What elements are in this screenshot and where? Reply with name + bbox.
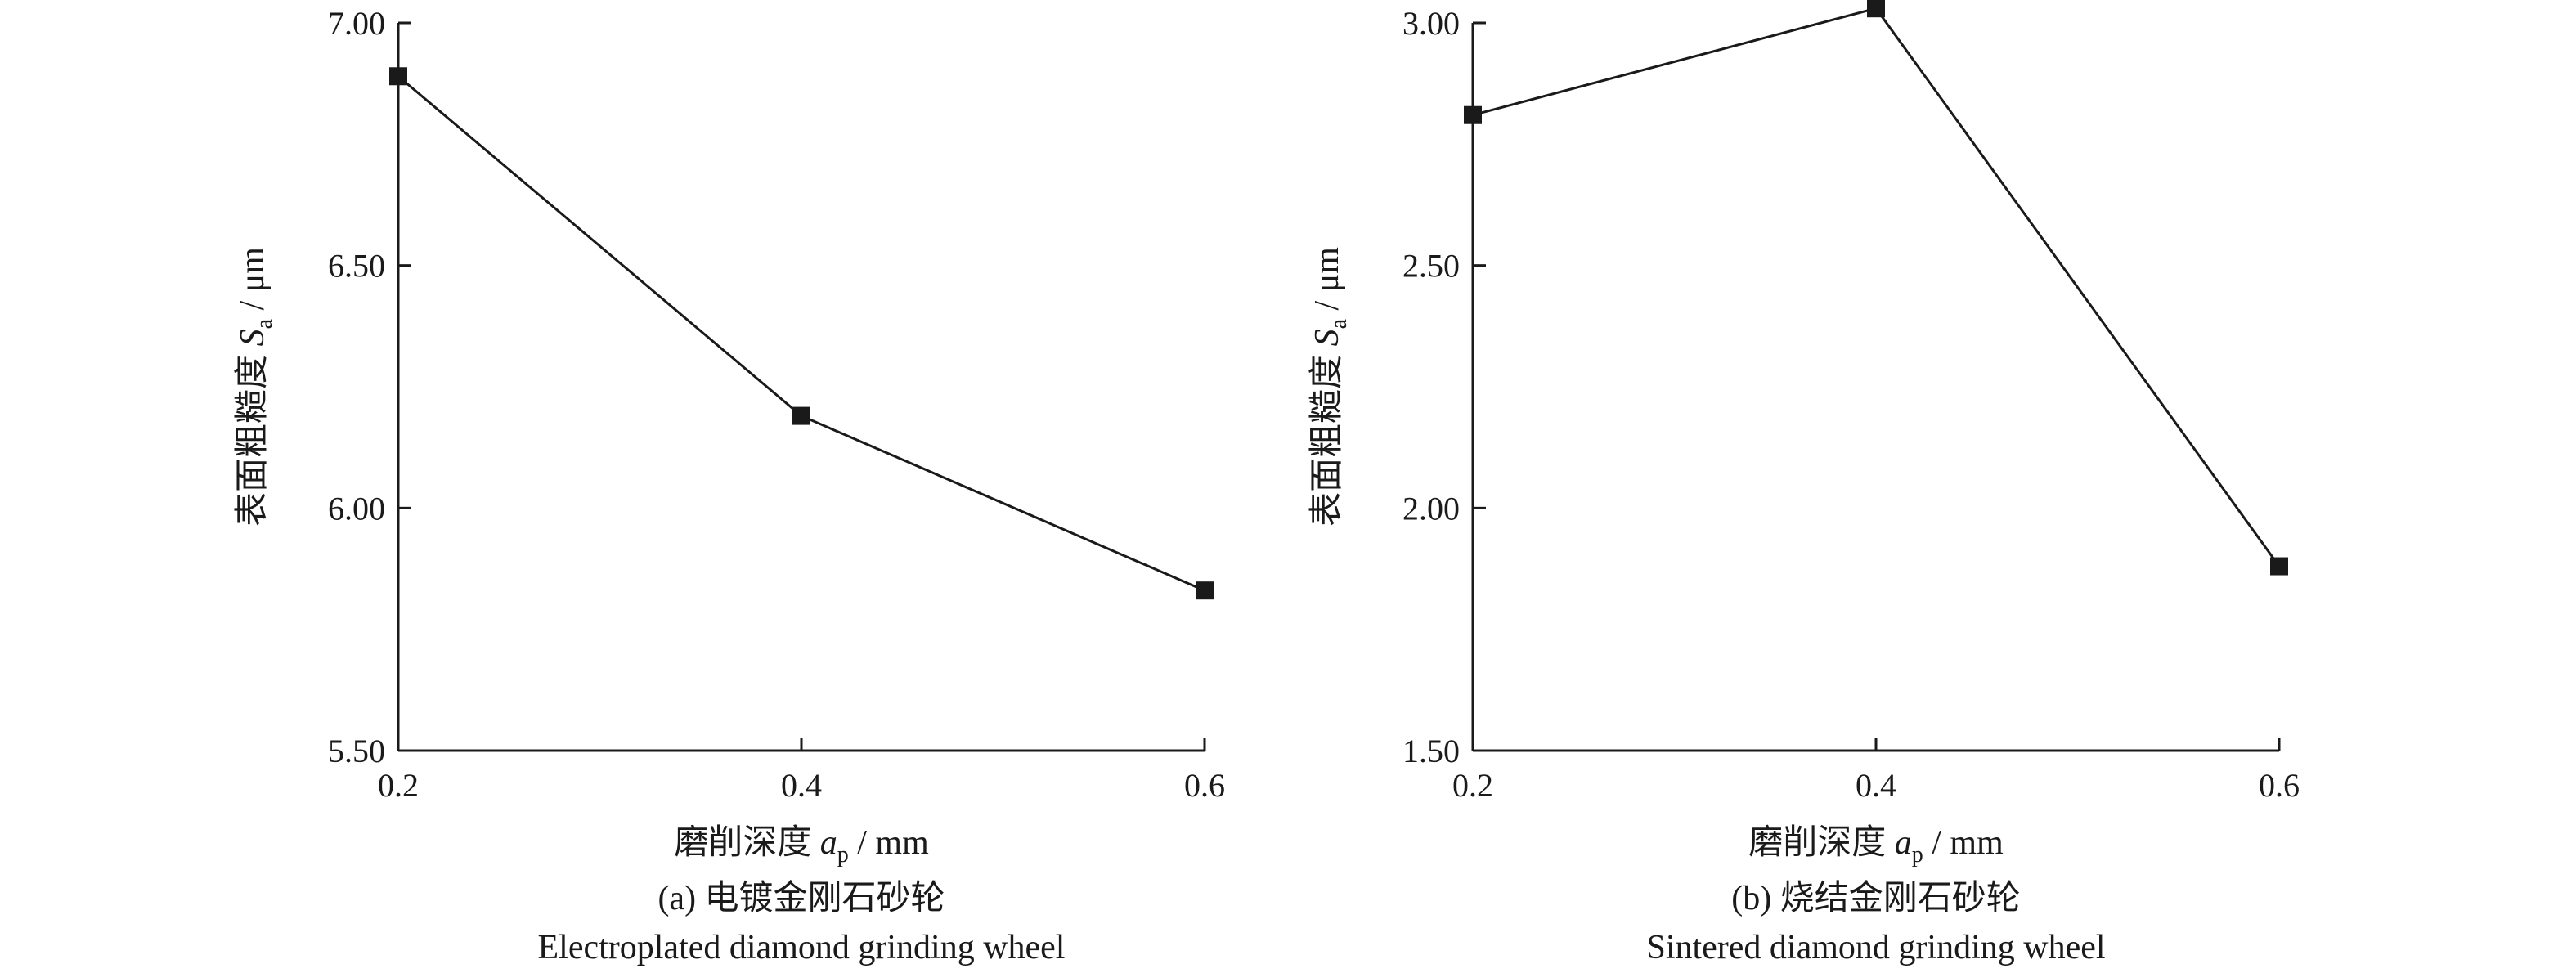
data-point-marker [1867, 0, 1885, 18]
x-axis-title-sub: p [837, 842, 849, 868]
x-tick-label: 0.6 [1184, 767, 1225, 804]
y-tick-label: 7.00 [328, 5, 385, 42]
data-point-marker [792, 406, 810, 425]
y-axis-title: 表面粗糙度 Sa / μm [234, 247, 277, 527]
x-axis-title-unit: / mm [849, 824, 929, 862]
y-axis-title-sub: a [1326, 318, 1352, 329]
y-tick-label: 2.50 [1402, 248, 1460, 285]
x-axis-title-var: a [1895, 824, 1912, 862]
data-point-marker [1196, 581, 1214, 600]
x-tick-label: 0.4 [1856, 767, 1896, 804]
series-line [397, 75, 1205, 592]
x-axis-title-sub: p [1912, 842, 1923, 868]
data-point-marker [1464, 105, 1482, 124]
panel-caption: (a) 电镀金刚石砂轮 [657, 879, 945, 917]
x-tick-label: 0.2 [1452, 767, 1493, 804]
x-tick-label: 0.2 [378, 767, 419, 804]
x-axis-title-prefix: 磨削深度 [674, 824, 820, 862]
y-axis-title-unit: / μm [234, 247, 272, 319]
x-tick-label: 0.6 [2259, 767, 2300, 804]
x-axis-title-var: a [820, 824, 837, 862]
y-axis-title-prefix: 表面粗糙度 [234, 346, 272, 527]
x-axis-title-unit: / mm [1923, 824, 2004, 862]
x-axis-title: 磨削深度 ap / mm [1748, 824, 2004, 868]
y-tick-label: 2.00 [1402, 490, 1460, 527]
data-point-marker [389, 67, 407, 86]
series-line [1472, 7, 2281, 567]
y-tick-label: 6.50 [328, 248, 385, 285]
y-axis-title-prefix: 表面粗糙度 [1308, 346, 1346, 527]
y-axis-title-unit: / μm [1308, 247, 1346, 319]
y-axis-title-sub: a [252, 318, 277, 329]
panel-caption-english: Electroplated diamond grinding wheel [538, 929, 1066, 966]
y-axis-title: 表面粗糙度 Sa / μm [1308, 247, 1352, 527]
data-point-marker [2270, 557, 2288, 576]
y-axis-title-var: S [234, 329, 272, 346]
y-tick-label: 6.00 [328, 490, 385, 527]
y-tick-label: 3.00 [1402, 5, 1460, 42]
x-axis-title: 磨削深度 ap / mm [674, 824, 929, 868]
y-tick-label: 1.50 [1402, 733, 1460, 769]
x-axis-title-prefix: 磨削深度 [1748, 824, 1895, 862]
y-tick-label: 5.50 [328, 733, 385, 769]
panel-caption: (b) 烧结金刚石砂轮 [1731, 879, 2020, 917]
x-tick-label: 0.4 [781, 767, 822, 804]
panel-caption-english: Sintered diamond grinding wheel [1646, 929, 2105, 966]
y-axis-title-var: S [1308, 329, 1346, 346]
